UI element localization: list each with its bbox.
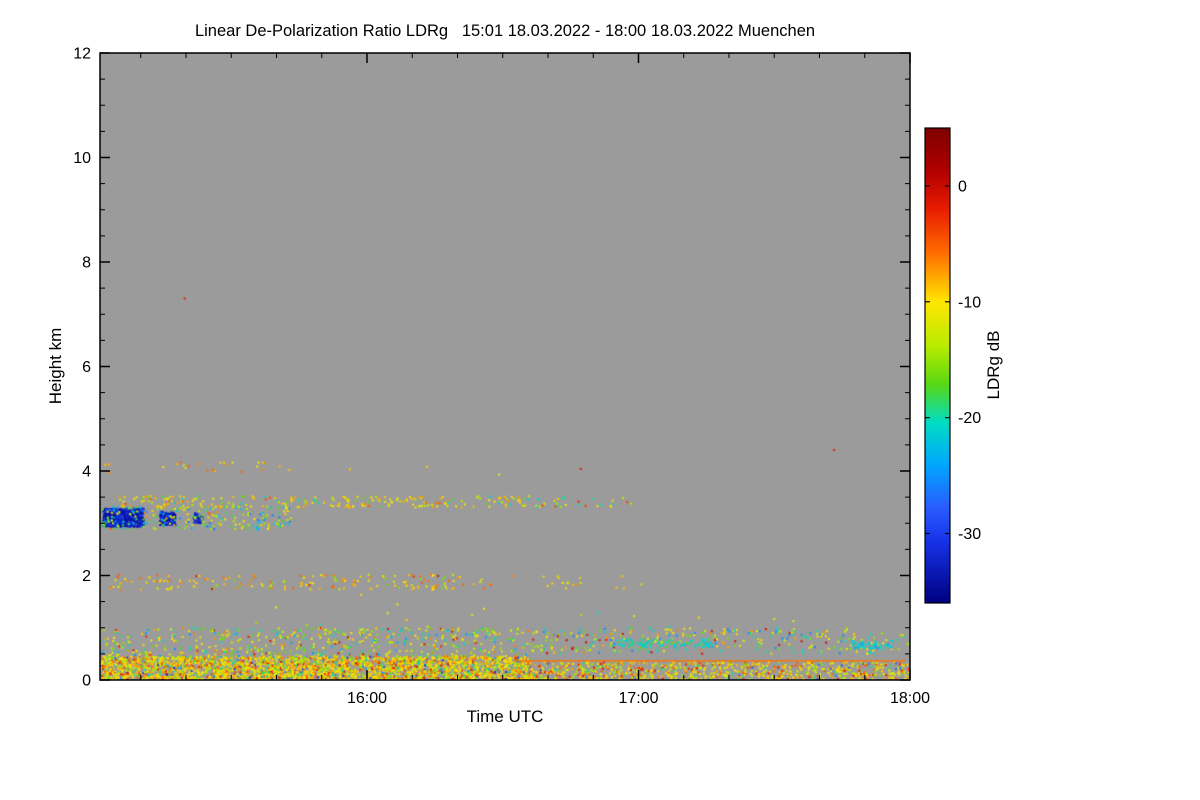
y-tick-label: 0: [82, 673, 91, 690]
heatmap-canvas: [100, 53, 910, 680]
x-tick-label: 17:00: [618, 690, 658, 707]
chart-title: Linear De-Polarization Ratio LDRg 15:01 …: [194, 22, 816, 40]
colorbar-tick-label: -20: [958, 410, 981, 427]
x-axis-label: Time UTC: [466, 707, 544, 726]
y-tick-label: 6: [82, 359, 91, 376]
colorbar-tick-label: 0: [958, 178, 967, 195]
x-tick-label: 16:00: [347, 690, 387, 707]
y-tick-label: 8: [82, 255, 91, 272]
x-tick-label: 18:00: [890, 690, 930, 707]
y-tick-label: 10: [73, 150, 91, 167]
y-tick-label: 2: [82, 568, 91, 585]
colorbar-tick-label: -30: [958, 526, 981, 543]
y-axis-label: Height km: [46, 327, 65, 405]
y-tick-label: 4: [82, 464, 91, 481]
colorbar-gradient: [925, 128, 950, 603]
colorbar-tick-label: -10: [958, 294, 981, 311]
colorbar-label: LDRg dB: [984, 330, 1003, 400]
y-tick-label: 12: [73, 46, 91, 63]
